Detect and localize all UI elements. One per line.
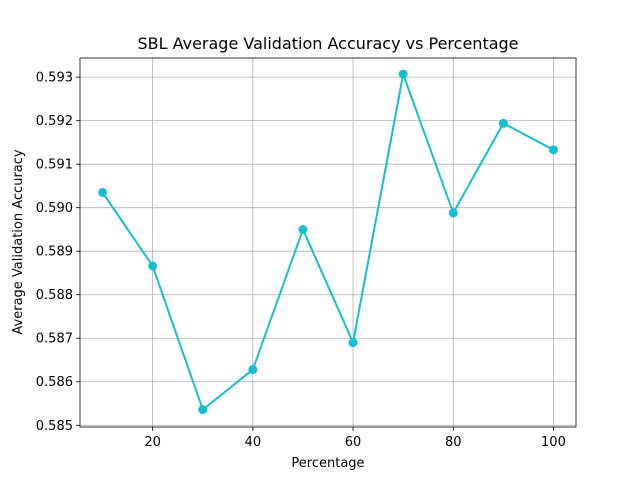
grid-layer bbox=[80, 58, 576, 427]
x-tick-label: 60 bbox=[345, 435, 362, 450]
x-tick-label: 100 bbox=[541, 435, 566, 450]
data-point bbox=[298, 224, 308, 234]
plot-frame bbox=[79, 57, 577, 428]
y-tick-label: 0.588 bbox=[36, 288, 73, 303]
data-point bbox=[348, 338, 358, 348]
data-point bbox=[398, 69, 408, 79]
x-axis-label: Percentage bbox=[291, 456, 364, 471]
tick-layer: 20 40 60 80 100 0.585 0.586 0.587 0.588 0.589 0.59… bbox=[36, 71, 566, 450]
data-point bbox=[498, 118, 508, 128]
data-point bbox=[198, 405, 208, 415]
y-tick-label: 0.591 bbox=[36, 158, 73, 173]
y-tick-label: 0.593 bbox=[36, 71, 73, 86]
data-point bbox=[98, 187, 108, 197]
data-point bbox=[448, 208, 458, 218]
data-point bbox=[148, 261, 158, 271]
x-tick-label: 20 bbox=[144, 435, 161, 450]
y-tick-label: 0.590 bbox=[36, 201, 73, 216]
series-line bbox=[101, 73, 554, 411]
y-tick-label: 0.585 bbox=[36, 419, 73, 434]
y-tick-label: 0.587 bbox=[36, 332, 73, 347]
y-tick-label: 0.592 bbox=[36, 114, 73, 129]
y-tick-label: 0.586 bbox=[36, 375, 73, 390]
chart-title: SBL Average Validation Accuracy vs Perce… bbox=[137, 34, 518, 53]
y-tick-label: 0.589 bbox=[36, 245, 73, 260]
data-point bbox=[248, 365, 258, 375]
x-tick-label: 40 bbox=[245, 435, 262, 450]
x-tick-label: 80 bbox=[445, 435, 462, 450]
y-axis-label: Average Validation Accuracy bbox=[11, 149, 26, 334]
series-layer bbox=[98, 69, 558, 415]
data-point bbox=[548, 145, 558, 155]
